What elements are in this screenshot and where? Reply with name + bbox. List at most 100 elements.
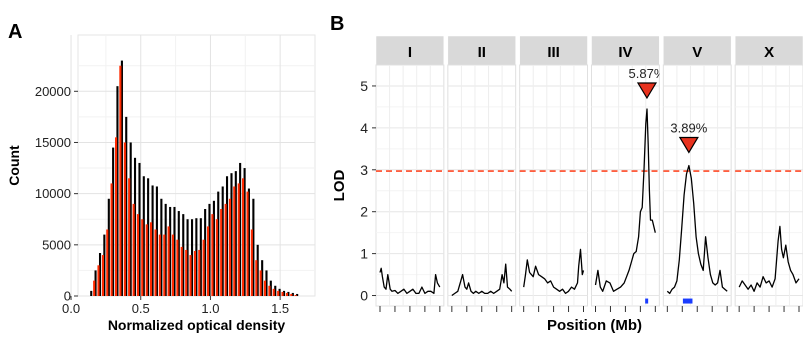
histogram-bar bbox=[255, 260, 258, 296]
panel-a-y-tick-label: 0 bbox=[64, 289, 71, 304]
histogram-bar bbox=[265, 270, 268, 296]
histogram-bar bbox=[119, 65, 122, 297]
panel-a-y-axis-label: Count bbox=[6, 145, 22, 186]
histogram-bar bbox=[112, 147, 115, 296]
facet-strip-label: V bbox=[692, 44, 702, 61]
histogram-bar bbox=[269, 280, 272, 296]
histogram-bar bbox=[158, 234, 161, 296]
panel-b-y-tick-label: 3 bbox=[360, 162, 368, 178]
histogram-bar bbox=[167, 226, 170, 296]
histogram-bar bbox=[281, 291, 284, 296]
histogram-bar bbox=[145, 224, 148, 296]
peak-marker bbox=[678, 136, 699, 154]
histogram-bar bbox=[239, 162, 242, 296]
histogram-bar bbox=[94, 270, 97, 296]
panel-b-y-axis-label: LOD bbox=[331, 170, 348, 202]
histogram-bar bbox=[132, 203, 135, 296]
facet-plot-area bbox=[375, 64, 445, 307]
facet-strip bbox=[734, 35, 803, 66]
histogram-bar bbox=[101, 255, 105, 296]
histogram-bar bbox=[263, 280, 267, 296]
histogram-bar bbox=[230, 173, 233, 296]
histogram-bar bbox=[296, 293, 299, 296]
histogram-bar bbox=[237, 183, 240, 296]
histogram-bar bbox=[243, 168, 246, 296]
histogram-bar bbox=[282, 290, 286, 296]
histogram-bar bbox=[261, 260, 264, 296]
histogram-bar bbox=[208, 203, 211, 296]
histogram-bar bbox=[103, 234, 106, 296]
lod-curve bbox=[379, 267, 441, 295]
facet-x: X bbox=[734, 35, 803, 312]
histogram-bar bbox=[164, 203, 167, 296]
facet-strip-label: X bbox=[764, 44, 774, 61]
panel-a-y-tick-label: 5000 bbox=[42, 237, 71, 252]
peak-label: 3.89% bbox=[670, 120, 707, 135]
panel-b-y-tick-label: 4 bbox=[360, 120, 368, 136]
histogram-bar bbox=[125, 116, 128, 296]
histogram-bar bbox=[274, 285, 277, 296]
histogram-bar bbox=[198, 249, 201, 296]
histogram-bar bbox=[212, 200, 215, 296]
confidence-interval-bar bbox=[645, 298, 649, 304]
histogram-bar bbox=[106, 229, 109, 296]
histogram-bar bbox=[215, 219, 218, 296]
facet-plot-area bbox=[519, 64, 589, 307]
histogram-bar bbox=[97, 265, 100, 296]
panel-a-letter: A bbox=[8, 21, 22, 43]
facet-strip bbox=[663, 35, 732, 66]
histogram-bar bbox=[177, 211, 180, 296]
histogram-bar bbox=[150, 222, 153, 296]
histogram-bar bbox=[252, 198, 255, 296]
panel-a-y-tick-label: 15000 bbox=[35, 135, 71, 150]
lod-curve bbox=[738, 225, 800, 292]
histogram-bar bbox=[151, 185, 154, 296]
histogram-bar bbox=[133, 157, 137, 296]
histogram-bar bbox=[115, 137, 118, 296]
facet-strip-label: IV bbox=[618, 44, 632, 61]
facet-strip bbox=[519, 35, 588, 66]
lod-curve bbox=[594, 108, 656, 292]
panel-b-y-tick-label: 2 bbox=[360, 204, 368, 220]
histogram-bar bbox=[278, 288, 281, 296]
facet-iv: IV 5.87% bbox=[591, 35, 666, 312]
histogram-bar bbox=[287, 291, 290, 296]
histogram-bar bbox=[285, 292, 289, 296]
histogram-bar bbox=[98, 253, 102, 296]
histogram-bar bbox=[93, 280, 96, 296]
histogram-bar bbox=[221, 186, 224, 296]
panel-b-y-tick-label: 1 bbox=[360, 246, 368, 262]
histogram-bar bbox=[173, 206, 176, 296]
histogram-bar bbox=[189, 255, 192, 296]
peak-label: 5.87% bbox=[629, 66, 666, 81]
panel-a-series-1 bbox=[93, 65, 297, 297]
panel-b-y-tick-label: 0 bbox=[360, 288, 368, 304]
histogram-bar bbox=[268, 285, 271, 296]
facet-strip-label: I bbox=[408, 44, 412, 61]
histogram-bar bbox=[204, 209, 207, 296]
histogram-bar bbox=[242, 178, 245, 296]
histogram-bar bbox=[207, 226, 210, 296]
histogram-bar bbox=[107, 198, 110, 296]
facet-ii: II bbox=[447, 35, 517, 312]
histogram-bar bbox=[142, 176, 145, 296]
panel-a-x-axis-label: Normalized optical density bbox=[108, 317, 286, 333]
panel-b-letter: B bbox=[330, 13, 344, 35]
histogram-bar bbox=[129, 142, 132, 296]
panel-a-x-tick-label: 1.5 bbox=[271, 301, 289, 316]
histogram-bar bbox=[224, 203, 227, 296]
facet-v: V 3.89% bbox=[662, 35, 732, 312]
histogram-bar bbox=[202, 239, 205, 296]
facet-strip-label: II bbox=[478, 44, 486, 61]
lod-curve bbox=[523, 248, 585, 295]
facet-iii: III bbox=[519, 35, 589, 312]
histogram-bar bbox=[169, 206, 172, 296]
histogram-bar bbox=[182, 214, 185, 296]
confidence-interval-bar bbox=[682, 298, 693, 304]
histogram-bar bbox=[110, 183, 113, 296]
histogram-bar bbox=[116, 86, 119, 296]
histogram-bar bbox=[190, 219, 194, 296]
histogram-bar bbox=[141, 219, 144, 296]
histogram-bar bbox=[128, 178, 131, 296]
